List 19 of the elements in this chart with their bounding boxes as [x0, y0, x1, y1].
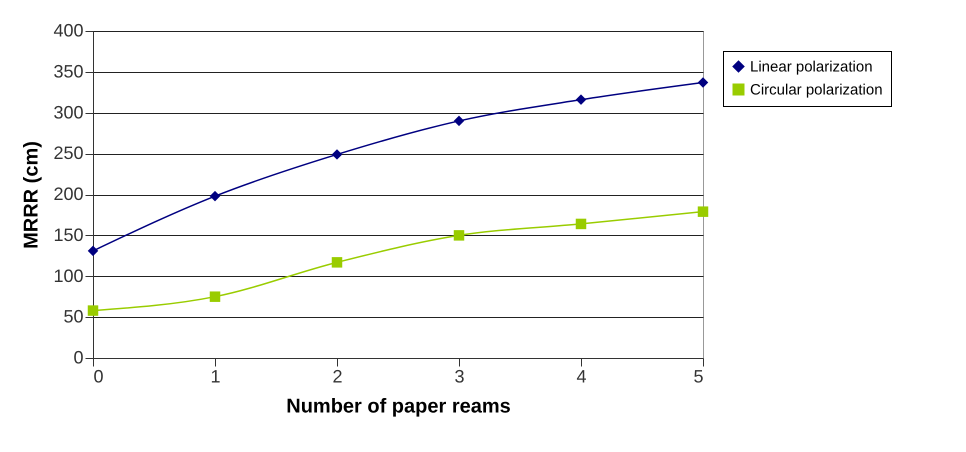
x-tick-label: 5	[693, 366, 704, 386]
y-tick-label: 100	[53, 266, 84, 286]
x-tick-label: 3	[454, 366, 465, 386]
x-tick-label: 2	[332, 366, 343, 386]
x-axis-title: Number of paper reams	[286, 396, 511, 418]
y-tick-label: 300	[53, 102, 84, 122]
y-tick-label: 200	[53, 184, 84, 204]
y-tick-label: 350	[53, 61, 84, 82]
legend-label: Linear polarization	[750, 58, 873, 76]
y-tick-label: 250	[53, 143, 84, 164]
y-tick-label: 50	[63, 306, 84, 327]
x-tick-label: 1	[210, 366, 221, 386]
x-tick-label: 4	[576, 366, 587, 386]
y-axis-title: MRRR (cm)	[20, 141, 42, 249]
y-tick-label: 400	[53, 20, 84, 40]
y-tick-label: 0	[73, 348, 84, 368]
y-tick-label: 150	[53, 224, 84, 245]
x-tick-label: 0	[94, 366, 104, 386]
legend-label: Circular polarization	[750, 82, 883, 98]
